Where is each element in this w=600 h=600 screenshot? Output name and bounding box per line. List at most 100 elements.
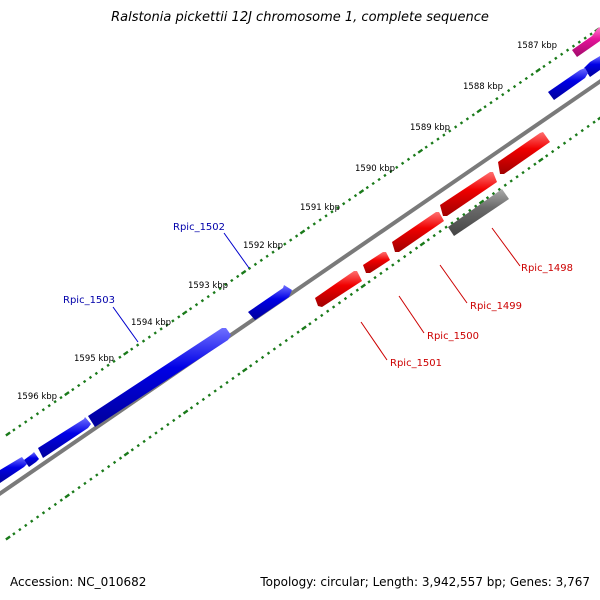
gene-arrow[interactable] bbox=[24, 452, 39, 467]
gene-arrow-rpic-1499[interactable] bbox=[440, 172, 497, 216]
minor-tick bbox=[30, 519, 34, 523]
minor-tick bbox=[586, 124, 590, 129]
minor-tick bbox=[254, 359, 259, 364]
gene-label-rpic-1499[interactable]: Rpic_1499 bbox=[470, 301, 522, 312]
gene-arrow-rpic-1502[interactable] bbox=[248, 285, 292, 320]
minor-tick bbox=[59, 498, 63, 502]
gene-arrow[interactable] bbox=[572, 27, 600, 57]
minor-tick bbox=[491, 191, 496, 196]
minor-tick bbox=[565, 48, 570, 52]
minor-tick bbox=[106, 363, 110, 367]
major-tick bbox=[64, 391, 70, 397]
minor-tick bbox=[206, 295, 210, 299]
minor-tick bbox=[178, 414, 182, 418]
minor-tick bbox=[271, 250, 275, 254]
leader-rpic-1498 bbox=[491, 227, 521, 267]
gene-label-rpic-1500[interactable]: Rpic_1500 bbox=[427, 331, 479, 342]
major-tick bbox=[181, 310, 188, 316]
gene-arrow-rpic-1498[interactable] bbox=[448, 189, 509, 236]
minor-tick bbox=[249, 364, 253, 368]
gene-arrow[interactable] bbox=[584, 56, 600, 77]
minor-tick bbox=[444, 225, 448, 229]
major-tick bbox=[535, 67, 541, 73]
label-leaders bbox=[112, 227, 521, 361]
minor-tick bbox=[530, 72, 534, 77]
leader-rpic-1499 bbox=[439, 264, 468, 304]
minor-tick bbox=[130, 347, 134, 351]
minor-tick bbox=[35, 515, 40, 519]
minor-tick bbox=[189, 406, 194, 410]
minor-tick bbox=[391, 263, 395, 267]
minor-tick bbox=[395, 165, 399, 169]
minor-tick bbox=[568, 137, 573, 141]
genome-stats: Topology: circular; Length: 3,942,557 bp… bbox=[260, 575, 590, 589]
gene-label-rpic-1502[interactable]: Rpic_1502 bbox=[173, 222, 225, 233]
minor-tick bbox=[47, 404, 51, 408]
map-title: Ralstonia pickettii 12J chromosome 1, co… bbox=[111, 10, 489, 25]
major-tick bbox=[301, 325, 307, 331]
minor-tick bbox=[100, 367, 104, 371]
minor-tick bbox=[53, 502, 58, 507]
minor-tick bbox=[406, 157, 411, 161]
minor-tick bbox=[312, 222, 316, 226]
gene-arrow[interactable] bbox=[0, 457, 27, 483]
minor-tick bbox=[414, 246, 419, 250]
major-tick bbox=[538, 157, 544, 163]
minor-tick bbox=[101, 469, 105, 473]
minor-tick bbox=[112, 460, 117, 465]
gene-arrow[interactable] bbox=[498, 132, 550, 174]
minor-tick bbox=[373, 275, 377, 280]
scale-label-1587: 1587 kbp bbox=[517, 41, 557, 51]
minor-tick bbox=[166, 422, 170, 427]
major-tick bbox=[240, 269, 247, 275]
minor-tick bbox=[200, 299, 205, 303]
minor-tick bbox=[385, 267, 389, 271]
minor-tick bbox=[485, 196, 490, 200]
minor-tick bbox=[284, 338, 288, 343]
minor-tick bbox=[147, 335, 151, 339]
minor-tick bbox=[118, 355, 122, 359]
gene-arrow-rpic-1501-a[interactable] bbox=[363, 252, 390, 273]
chromosome-backbone bbox=[0, 79, 600, 496]
minor-tick bbox=[577, 40, 581, 44]
major-tick bbox=[5, 431, 11, 437]
minor-tick bbox=[89, 477, 93, 481]
gene-label-rpic-1498[interactable]: Rpic_1498 bbox=[521, 263, 573, 274]
major-tick bbox=[476, 108, 482, 114]
minor-tick bbox=[277, 246, 281, 250]
minor-tick bbox=[24, 420, 28, 424]
minor-tick bbox=[260, 355, 265, 360]
minor-tick bbox=[153, 331, 157, 335]
minor-tick bbox=[379, 271, 383, 276]
minor-tick bbox=[389, 169, 393, 174]
gene-arrow-rpic-1500[interactable] bbox=[392, 212, 444, 252]
gene-label-rpic-1501[interactable]: Rpic_1501 bbox=[390, 358, 442, 369]
major-tick bbox=[123, 451, 130, 457]
minor-tick bbox=[265, 254, 269, 258]
minor-tick bbox=[266, 351, 271, 355]
gene-label-rpic-1503[interactable]: Rpic_1503 bbox=[63, 295, 115, 306]
minor-tick bbox=[432, 233, 436, 238]
scale-label-1594: 1594 kbp bbox=[131, 318, 171, 328]
minor-tick bbox=[135, 343, 140, 347]
minor-tick bbox=[533, 162, 537, 166]
minor-tick bbox=[148, 435, 152, 439]
minor-tick bbox=[94, 371, 99, 376]
minor-tick bbox=[230, 278, 234, 283]
outer-scale-ticks bbox=[5, 27, 600, 437]
scale-label-1590: 1590 kbp bbox=[355, 164, 395, 174]
gene-arrow-rpic-1501[interactable] bbox=[315, 271, 362, 307]
major-tick bbox=[419, 241, 426, 247]
minor-tick bbox=[545, 154, 549, 158]
minor-tick bbox=[290, 334, 294, 339]
minor-tick bbox=[550, 149, 555, 154]
gene-arrow[interactable] bbox=[38, 417, 91, 458]
minor-tick bbox=[512, 84, 517, 89]
minor-tick bbox=[218, 286, 222, 291]
major-tick bbox=[478, 199, 485, 205]
gene-arrow[interactable] bbox=[548, 68, 588, 100]
minor-tick bbox=[130, 448, 134, 452]
major-tick bbox=[182, 409, 189, 415]
minor-tick bbox=[506, 88, 511, 93]
gene-arrow-rpic-1503[interactable] bbox=[88, 328, 231, 427]
